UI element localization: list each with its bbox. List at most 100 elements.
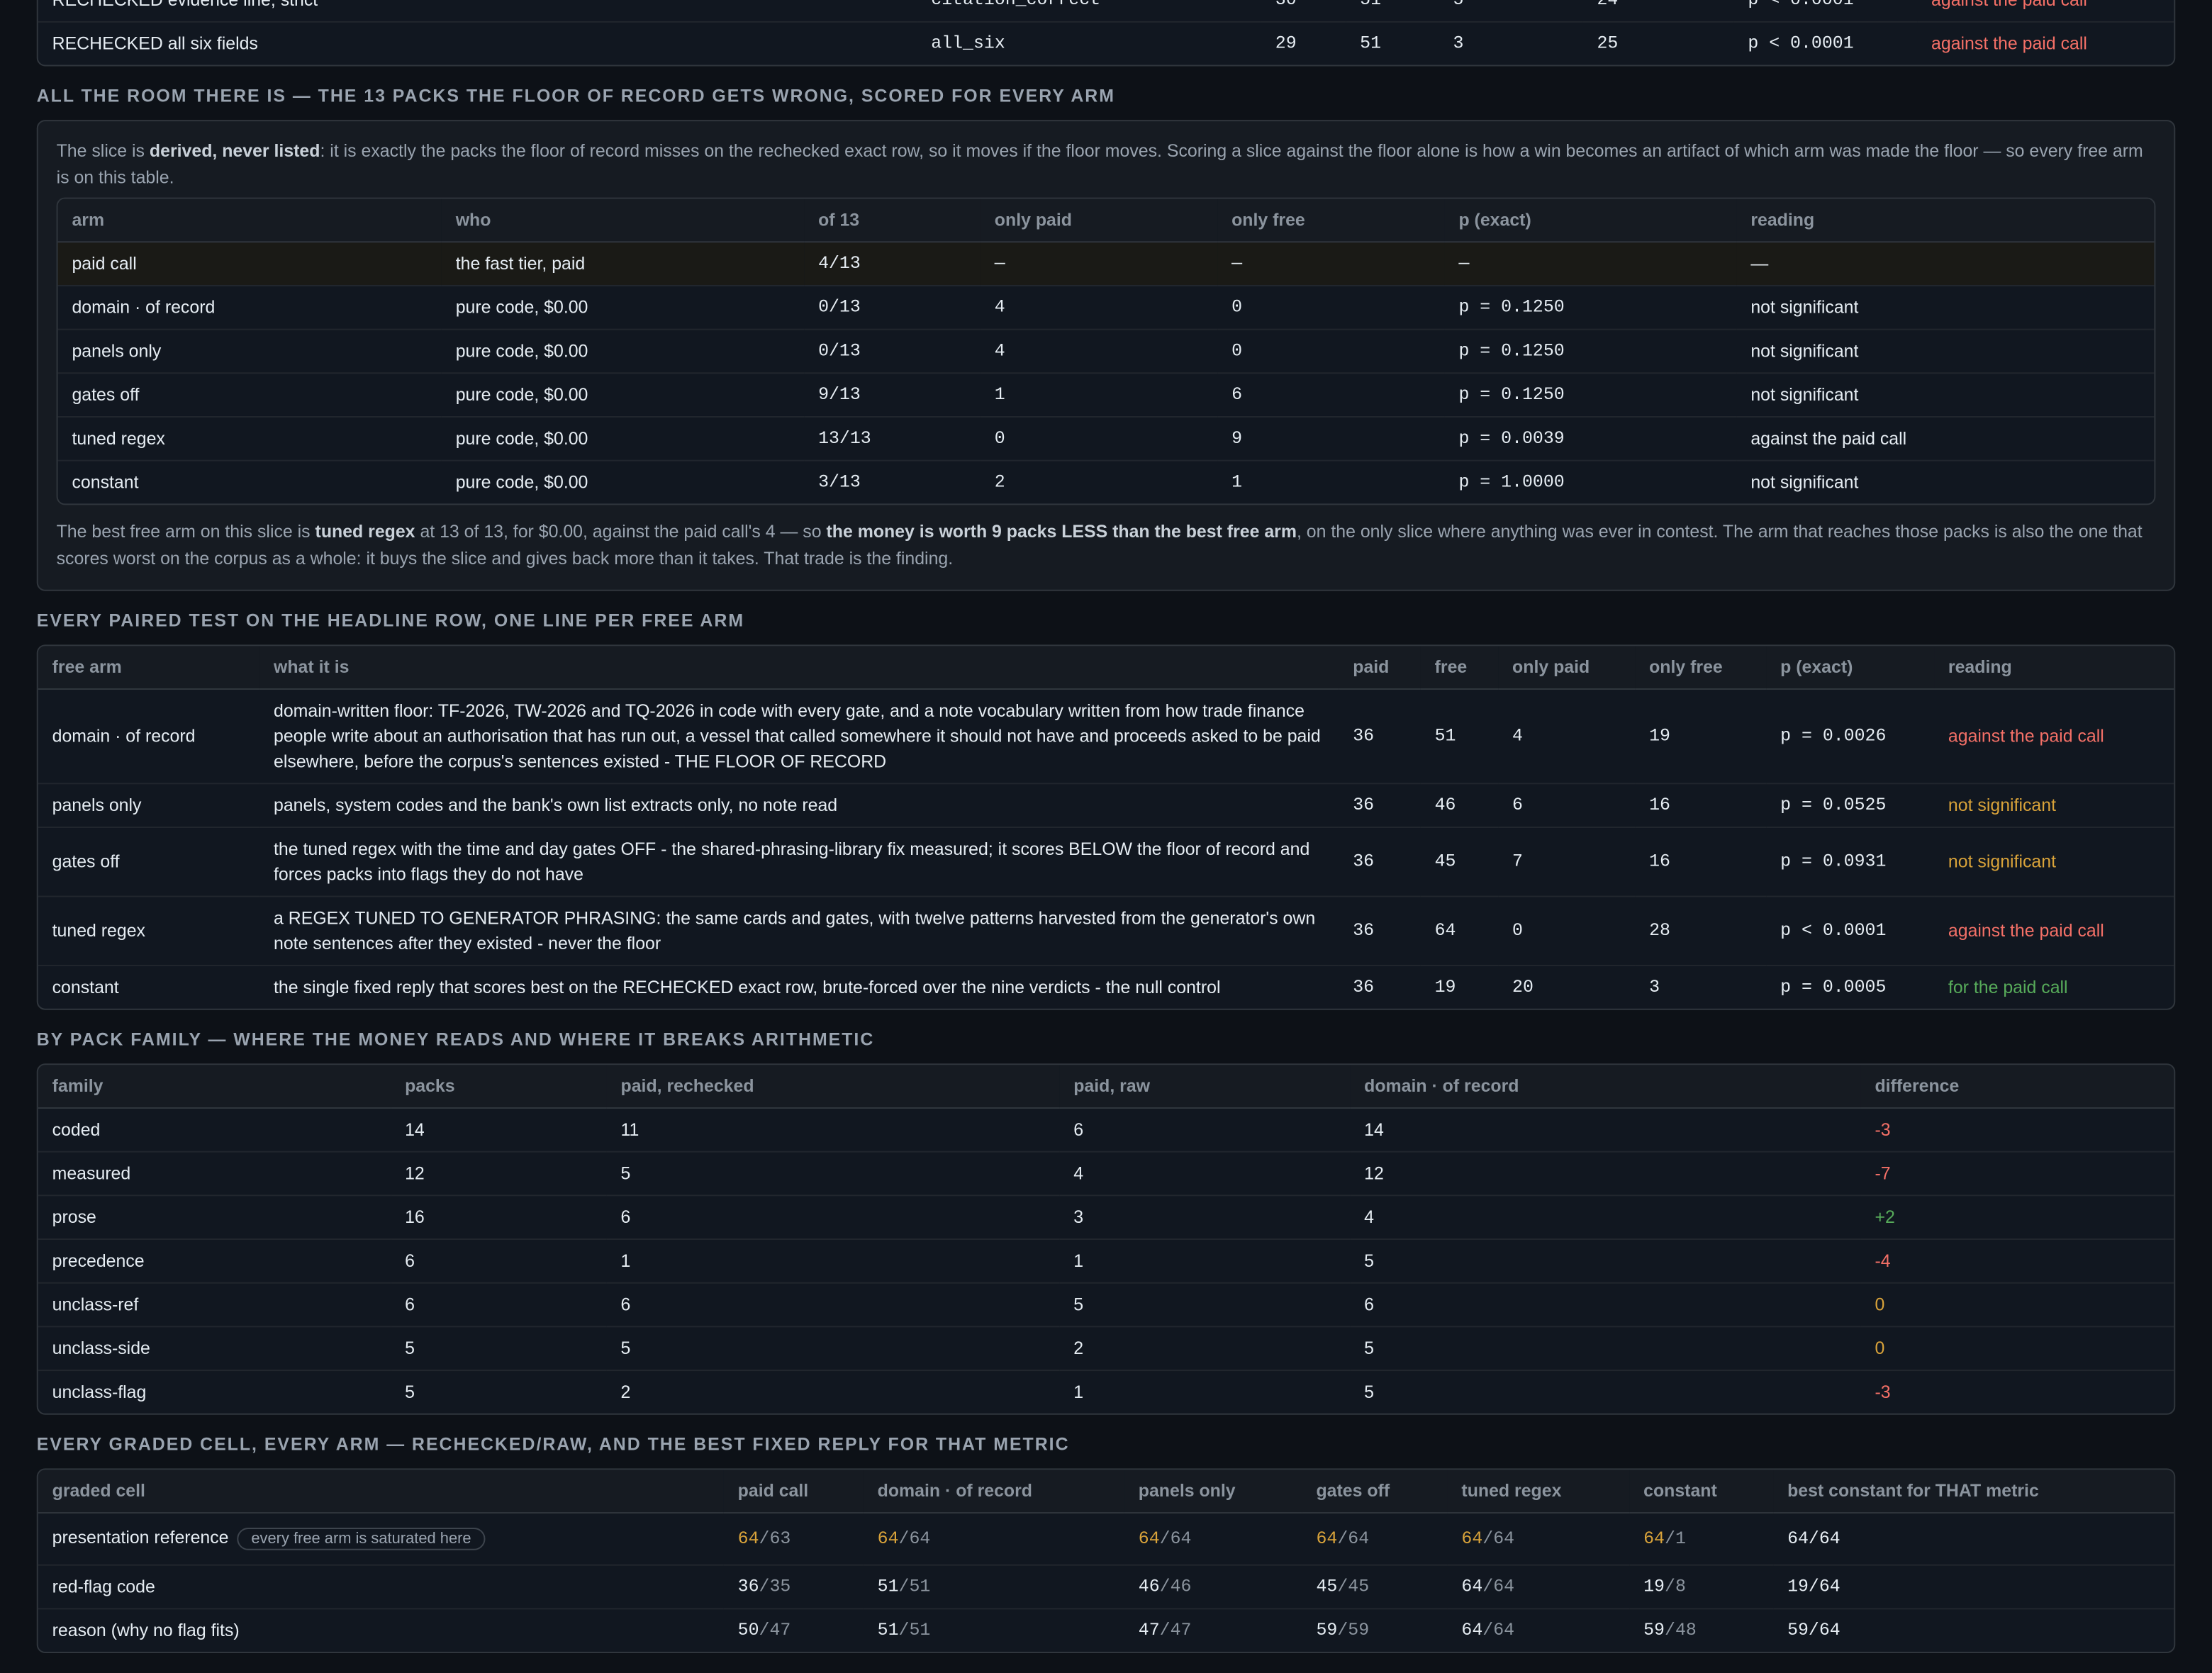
only-paid: 4 <box>980 284 1218 330</box>
p-value: p < 0.0001 <box>1733 21 1918 65</box>
arm-name: panels only <box>57 328 442 374</box>
family-name: unclass-side <box>38 1326 391 1371</box>
score-cell: 64/64 <box>1447 1564 1630 1609</box>
family-section-title: BY PACK FAMILY — WHERE THE MONEY READS A… <box>36 1029 875 1050</box>
rechecked-score: 46 <box>1138 1577 1160 1597</box>
arm-who: pure code, $0.00 <box>441 328 805 374</box>
score-cell: 51/51 <box>863 1608 1124 1652</box>
score-cell: 36/35 <box>723 1564 864 1609</box>
column-header: only free <box>1217 198 1445 243</box>
raw-score: 8 <box>1675 1577 1686 1597</box>
column-header: free arm <box>38 646 260 690</box>
free-arm-name: gates off <box>38 827 260 897</box>
rechecked-score: 36 <box>737 1577 759 1597</box>
score-separator: / <box>1482 1577 1494 1597</box>
only-free: 19 <box>1649 726 1670 746</box>
graded-section-title: EVERY GRADED CELL, EVERY ARM — RECHECKED… <box>36 1434 1070 1455</box>
p-value: p < 0.0001 <box>1748 0 1854 10</box>
paid-count: 36 <box>1339 827 1421 897</box>
reading-cell: against the paid call <box>1736 415 2155 461</box>
packs-count: 16 <box>391 1194 607 1240</box>
raw-score: 35 <box>769 1577 791 1597</box>
slice-table: arm who of 13 only paid only free p (exact) re… <box>56 197 2156 505</box>
raw-score: 45 <box>1348 1577 1370 1597</box>
table-row: tuned regex a REGEX TUNED TO GENERATOR PH… <box>38 895 2174 966</box>
column-header: reading <box>1736 198 2155 243</box>
arm-description: the single fixed reply that scores best … <box>259 965 1339 1009</box>
reading-cell: not significant <box>1736 372 2155 417</box>
rechecked-score: 64 <box>737 1528 759 1549</box>
family-name: prose <box>38 1194 391 1240</box>
score-cell: 45/45 <box>1302 1564 1448 1609</box>
score-separator: / <box>1159 1528 1171 1549</box>
table-row: constant the single fixed reply that scor… <box>38 965 2174 1009</box>
score-cell: 64/1 <box>1629 1513 1773 1565</box>
domain-of-record: 5 <box>1350 1370 1861 1414</box>
domain-of-record: 6 <box>1350 1282 1861 1327</box>
paid-rechecked: 6 <box>606 1282 1060 1327</box>
score-cell: 64/64 <box>864 1513 1124 1565</box>
rechecked-score: 64 <box>1461 1528 1483 1549</box>
domain-of-record: 4 <box>1350 1194 1861 1240</box>
column-header: best constant for THAT metric <box>1773 1470 2174 1514</box>
only-paid: 1 <box>980 372 1218 417</box>
score-separator: / <box>1664 1621 1675 1641</box>
raw-score: 51 <box>909 1577 931 1597</box>
only-free: 9 <box>1217 415 1445 461</box>
rechecked-score: 64 <box>1461 1577 1483 1597</box>
paid-rechecked: 5 <box>606 1326 1060 1371</box>
table-row: panels only pure code, $0.00 0/13 4 0 p = 0.1… <box>57 328 2155 374</box>
family-name: unclass-flag <box>38 1370 391 1414</box>
difference: -7 <box>1860 1151 2174 1196</box>
only-paid: 2 <box>980 459 1218 504</box>
saturation-pill: every free arm is saturated here <box>237 1527 486 1550</box>
paired-tests-table: free arm what it is paid free only paid only … <box>36 644 2176 1010</box>
free-count: 45 <box>1420 827 1499 897</box>
graded-cell-name: red-flag code <box>52 1577 155 1597</box>
paid-rechecked: 2 <box>606 1370 1060 1414</box>
raw-score: 64 <box>1348 1528 1370 1549</box>
rechecked-score: 51 <box>877 1621 899 1641</box>
table-row: paid call the fast tier, paid 4/13— — — — <box>57 242 2155 286</box>
graded-cell-label: reason (why no flag fits) <box>38 1608 724 1652</box>
table-row: unclass-side 5 5 2 5 0 <box>38 1326 2174 1371</box>
p-value: p = 0.1250 <box>1444 284 1737 330</box>
table-row: tuned regex pure code, $0.00 13/13 0 9 p = 0.… <box>57 415 2155 461</box>
reading-cell: against the paid call <box>1917 21 2174 65</box>
slice-section-title: ALL THE ROOM THERE IS — THE 13 PACKS THE… <box>36 86 1115 106</box>
table-row: RECHECKED evidence line, strict citation_… <box>38 0 2174 22</box>
paid-count: 36 <box>1339 783 1421 828</box>
free-count: 46 <box>1420 783 1499 828</box>
raw-score: 48 <box>1675 1621 1697 1641</box>
arm-who: pure code, $0.00 <box>441 415 805 461</box>
table-row: red-flag code 36/35 51/51 46/46 45/45 64/64 19… <box>38 1564 2174 1609</box>
packs-count: 12 <box>391 1151 607 1196</box>
family-name: unclass-ref <box>38 1282 391 1327</box>
value-cell: 5 <box>1453 0 1464 10</box>
rechecked-score: 47 <box>1138 1621 1160 1641</box>
of-13: 3/13 <box>804 459 981 504</box>
p-value: p = 1.0000 <box>1444 459 1737 504</box>
best-constant: 19/64 <box>1773 1564 2174 1609</box>
only-paid: 0 <box>980 415 1218 461</box>
table-row: panels only panels, system codes and the … <box>38 783 2174 828</box>
table-row: precedence 6 1 1 5 -4 <box>38 1238 2174 1283</box>
free-arm-name: tuned regex <box>38 895 260 966</box>
arm-name: constant <box>57 459 442 504</box>
p-value: p = 0.0039 <box>1444 415 1737 461</box>
score-cell: 59/59 <box>1302 1608 1448 1652</box>
table-row: unclass-ref 6 6 5 6 0 <box>38 1282 2174 1327</box>
paid-raw: 1 <box>1059 1370 1351 1414</box>
only-free: 28 <box>1635 895 1767 966</box>
score-separator: / <box>759 1577 770 1597</box>
row-label: RECHECKED all six fields <box>38 21 917 65</box>
column-header: who <box>441 198 805 243</box>
only-paid: — <box>980 242 1218 286</box>
score-cell: 64/63 <box>724 1513 864 1565</box>
score-separator: / <box>898 1577 910 1597</box>
arm-who: pure code, $0.00 <box>441 372 805 417</box>
rechecked-score: 64 <box>1316 1528 1338 1549</box>
column-header: packs <box>391 1065 607 1109</box>
domain-of-record: 5 <box>1350 1238 1861 1283</box>
packs-count: 5 <box>391 1326 607 1371</box>
